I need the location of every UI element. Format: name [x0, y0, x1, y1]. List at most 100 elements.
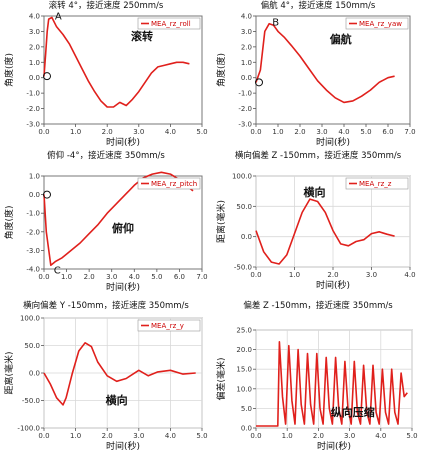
x-tick-label: 2.0: [84, 273, 95, 281]
y-tick-label: 0.0: [29, 370, 40, 378]
chart-title: 俯仰 -4°，接近速度 350mm/s: [47, 151, 165, 161]
y-tick-label: -2.0: [26, 105, 40, 113]
y-tick-label: 20.0: [236, 346, 252, 354]
legend-label: MEA_rz_yaw: [359, 20, 402, 28]
y-tick-label: -3.0: [26, 121, 40, 129]
x-tick-label: 3.0: [316, 128, 327, 136]
y-tick-label: 3.0: [241, 28, 252, 36]
point-label: A: [55, 12, 62, 23]
y-tick-label: -2.0: [26, 228, 40, 236]
chart-pitch: 俯仰 -4°，接近速度 350mm/s -4.0 -3.0 -2.0 -1.0 0.0 1…: [0, 150, 212, 295]
x-tick-label: 5.0: [196, 128, 207, 136]
y-tick-label: 0.0: [241, 425, 252, 433]
y-tick-label: -1.0: [238, 90, 252, 98]
y-tick-label: 1.0: [29, 173, 40, 181]
legend-box: [137, 17, 201, 30]
y-axis-label: 距离(毫米): [215, 200, 227, 243]
y-tick-label: 1.0: [29, 59, 40, 67]
chart-annotation: 俯仰: [112, 221, 134, 235]
x-tick-label: 3.0: [133, 432, 144, 440]
x-tick-label: 0.0: [38, 128, 49, 136]
series-line: [255, 22, 395, 104]
legend-label: MEA_rz_z: [359, 180, 392, 188]
chart-title: 横向偏差 Y -150mm，接近速度 350mm/s: [23, 301, 189, 311]
chart-annotation: 滚转: [131, 29, 153, 43]
y-tick-label: -50.0: [234, 264, 252, 272]
y-axis-label: 角度(度): [3, 205, 15, 239]
y-tick-label: 4.0: [29, 13, 40, 21]
x-tick-label: 6.0: [174, 273, 185, 281]
plot-frame: [43, 175, 203, 270]
legend-box: [345, 17, 409, 30]
chart-annotation: 偏航: [330, 32, 352, 46]
x-axis-label: 时间(秒): [106, 136, 140, 148]
legend-label: MEA_rz_y: [151, 322, 184, 330]
legend-label: MEA_rz_pitch: [151, 180, 197, 188]
y-tick-label: 3.0: [29, 28, 40, 36]
x-tick-label: 1.0: [289, 271, 300, 279]
chart-plot: -4.0 -3.0 -2.0 -1.0 0.0 1.0 0.0 1.0 2.0 3.0 4.0 5.0…: [3, 171, 208, 293]
x-tick-label: 3.0: [106, 273, 117, 281]
x-tick-label: 2.0: [102, 128, 113, 136]
y-tick-label: 10.0: [236, 385, 252, 393]
y-tick-label: 0.0: [29, 191, 40, 199]
series-line: [43, 16, 190, 108]
chart-lateral-y: 横向偏差 Y -150mm，接近速度 350mm/s -100.0 -50.0 0.…: [0, 300, 212, 456]
x-tick-label: 1.0: [282, 432, 293, 440]
y-tick-label: 5.0: [241, 405, 252, 413]
y-tick-label: -1.0: [26, 90, 40, 98]
chart-plot: -100.0 -50.0 0.0 50.0 100.0 0.0 1.0 2.0 3.0 4.0 5.…: [3, 315, 208, 453]
x-tick-label: 4.0: [338, 128, 349, 136]
y-tick-label: 2.0: [241, 43, 252, 51]
legend-box: [137, 177, 201, 190]
plot-frame: [43, 15, 203, 125]
y-axis-label: 距离(毫米): [3, 351, 15, 394]
y-tick-label: 15.0: [236, 366, 252, 374]
x-axis-label: 时间(秒): [316, 279, 350, 291]
chart-yaw: 偏航 4°，接近速度 150mm/s -3.0 -2.0 -1.0 0.0 1.0 2.0…: [212, 0, 424, 150]
y-tick-label: 4.0: [241, 13, 252, 21]
chart-title: 偏差 Z -150mm，接近速度 350mm/s: [243, 301, 393, 311]
y-axis-label: 角度(度): [215, 53, 227, 87]
x-tick-label: 4.0: [165, 432, 176, 440]
x-tick-label: 4.0: [129, 273, 140, 281]
origin-marker: [43, 72, 51, 81]
legend-box: [137, 319, 201, 332]
series-line: [255, 198, 395, 265]
x-tick-label: 5.0: [151, 273, 162, 281]
origin-marker: [43, 190, 51, 199]
x-tick-label: 2.0: [327, 271, 338, 279]
x-tick-label: 0.0: [38, 432, 49, 440]
x-tick-label: 1.0: [70, 432, 81, 440]
y-tick-label: 0.0: [241, 233, 252, 241]
chart-roll: 滚转 4°，接近速度 250mm/s -3.0 -2.0 -1.0 0.0 1.0 2.0…: [0, 0, 212, 150]
point-label: B: [272, 18, 279, 29]
y-tick-label: -2.0: [238, 105, 252, 113]
chart-plot: -3.0 -2.0 -1.0 0.0 1.0 2.0 3.0 4.0 0.0 1.0 2.0 3.0 4…: [215, 13, 416, 149]
x-tick-label: 1.0: [272, 128, 283, 136]
chart-title: 横向偏差 Z -150mm，接近速度 350mm/s: [234, 151, 402, 161]
x-tick-label: 1.0: [70, 128, 81, 136]
y-tick-label: 0.0: [241, 74, 252, 82]
x-tick-label: 7.0: [404, 128, 415, 136]
x-tick-label: 3.0: [366, 271, 377, 279]
chart-title: 滚转 4°，接近速度 250mm/s: [48, 1, 164, 11]
chart-title: 偏航 4°，接近速度 150mm/s: [260, 1, 376, 11]
x-tick-label: 4.0: [404, 271, 415, 279]
y-tick-label: 0.0: [29, 74, 40, 82]
x-tick-label: 7.0: [196, 273, 207, 281]
y-tick-label: 25.0: [236, 327, 252, 335]
chart-plot: 0.0 5.0 10.0 15.0 20.0 25.0 0.0 1.0 2.0 3.0 4.0 5.0…: [215, 327, 418, 453]
x-tick-label: 4.0: [375, 432, 386, 440]
x-tick-label: 0.0: [250, 271, 261, 279]
y-tick-label: -4.0: [26, 266, 40, 274]
series-line: [43, 171, 194, 267]
origin-marker: [255, 78, 263, 87]
x-axis-label: 时间(秒): [106, 440, 140, 452]
y-tick-label: 1.0: [241, 59, 252, 67]
x-tick-label: 1.0: [61, 273, 72, 281]
x-tick-label: 3.0: [133, 128, 144, 136]
x-tick-label: 2.0: [102, 432, 113, 440]
x-axis-label: 时间(秒): [316, 136, 350, 148]
